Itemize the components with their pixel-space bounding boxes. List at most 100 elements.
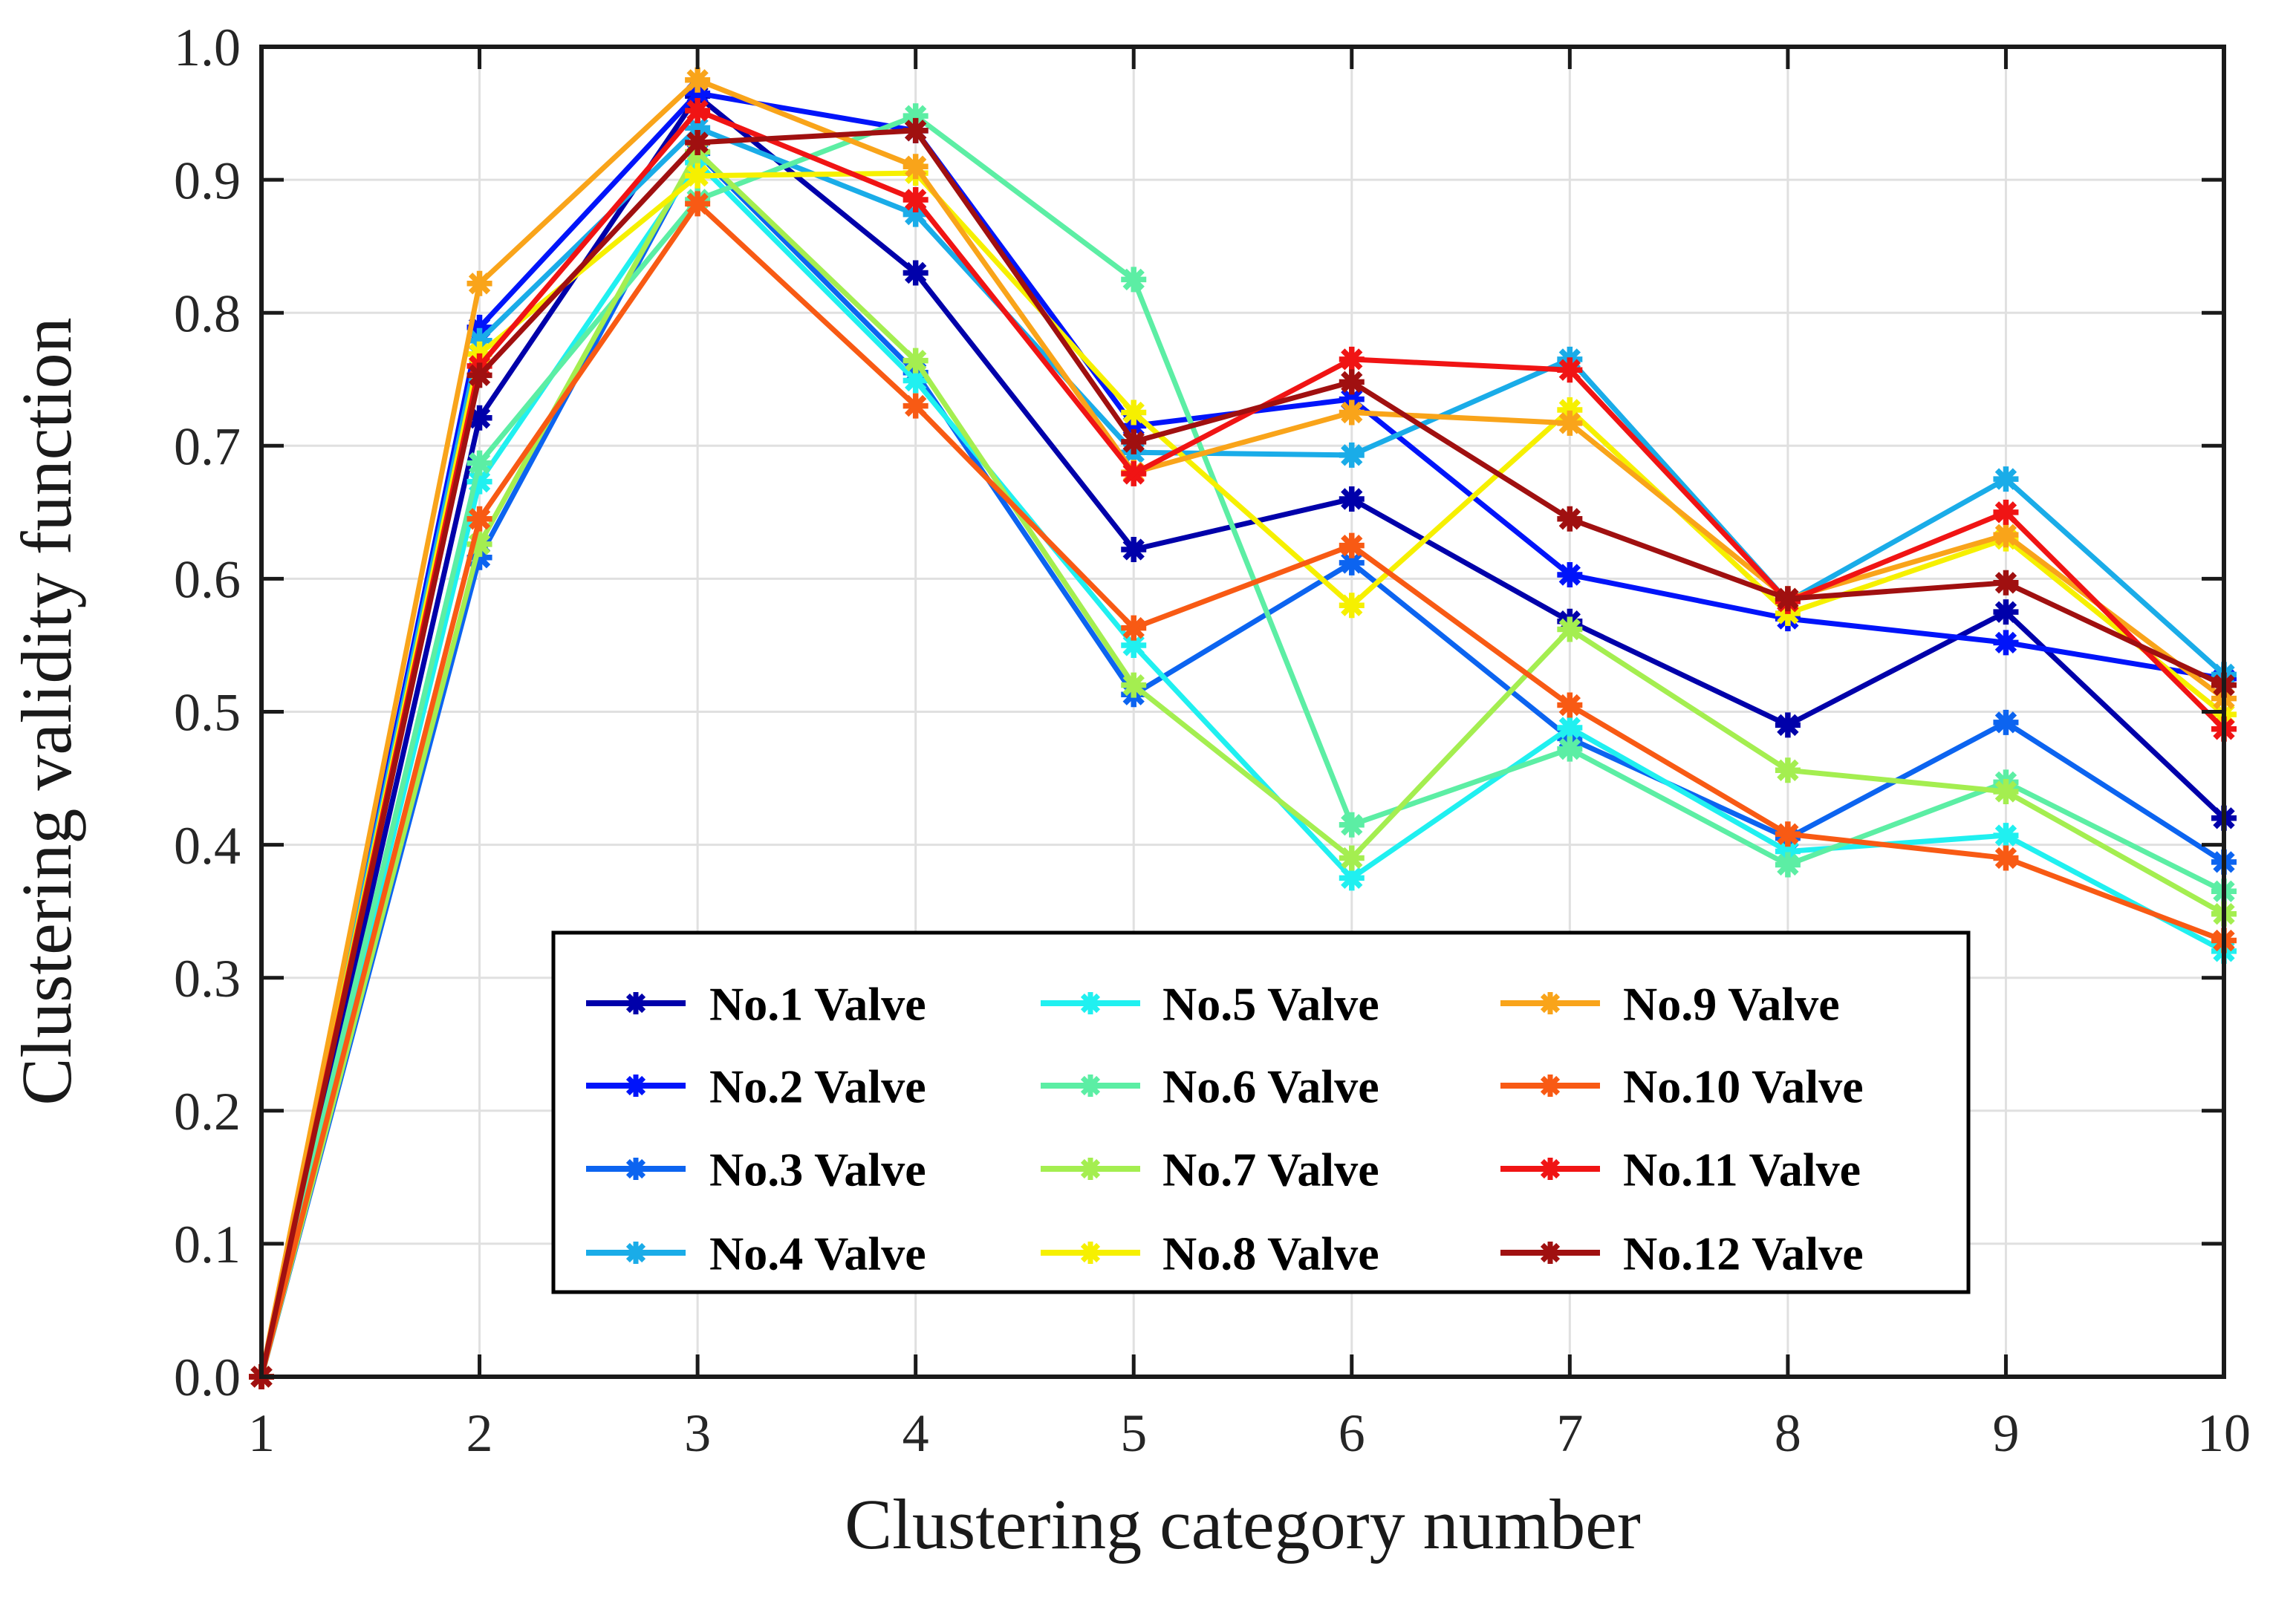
series-no-10-valve-marker-x3: [685, 191, 711, 217]
legend-label-no-10-valve: No.10 Valve: [1623, 1060, 1864, 1112]
series-no-9-valve-marker-x4: [903, 154, 929, 180]
series-no-6-valve-line: [258, 113, 2225, 1377]
tick-label-x-8: 8: [1775, 1403, 1801, 1463]
legend-marker-no-3-valve: [625, 1158, 646, 1180]
legend-item-no-12-valve: No.12 Valve: [1500, 1227, 1864, 1279]
legend-label-no-12-valve: No.12 Valve: [1623, 1227, 1864, 1279]
series-no-7-valve-marker-x6: [1339, 845, 1365, 871]
series-no-6-valve-marker-x7: [1557, 736, 1583, 762]
series-no-1-valve-marker-x6: [1339, 486, 1365, 512]
legend-item-no-10-valve: No.10 Valve: [1500, 1060, 1864, 1112]
series-no-12-valve-line: [258, 128, 2225, 1377]
series-no-12-valve-marker-x6: [1339, 369, 1365, 395]
series-no-12-valve-marker-x8: [1775, 586, 1801, 612]
series-no-7-valve-marker-x7: [1557, 616, 1583, 642]
series-no-12-valve-marker-x3: [685, 129, 711, 155]
legend-label-no-2-valve: No.2 Valve: [709, 1060, 926, 1112]
legend-item-no-8-valve: No.8 Valve: [1041, 1227, 1379, 1279]
tick-label-y-0.9: 0.9: [174, 151, 241, 210]
series-no-9-valve-marker-x6: [1339, 400, 1365, 425]
series-no-10-valve-line: [258, 200, 2225, 1377]
series-no-7-valve-marker-x4: [903, 348, 929, 374]
series-no-6-valve-marker-x5: [1121, 267, 1147, 293]
series-no-12-valve-marker-x4: [903, 117, 929, 143]
legend-item-no-5-valve: No.5 Valve: [1041, 977, 1379, 1030]
legend-item-no-4-valve: No.4 Valve: [586, 1227, 926, 1279]
tick-label-x-9: 9: [1992, 1403, 2019, 1463]
series-no-12-valve-marker-x2: [466, 362, 492, 388]
series-no-10-valve-marker-x2: [466, 506, 492, 532]
series-no-10-valve-marker-x7: [1557, 692, 1583, 718]
series-no-9-valve-marker-x3: [685, 67, 711, 93]
tick-label-x-6: 6: [1339, 1403, 1365, 1463]
series-no-5-valve-line: [258, 160, 2225, 1377]
series-no-8-valve-line: [258, 170, 2226, 1377]
series-no-10-valve-marker-x6: [1339, 532, 1365, 558]
series-no-1-valve-marker-x8: [1775, 712, 1801, 738]
series-layer: [249, 67, 2237, 1389]
series-no-1-valve-marker-x4: [903, 260, 929, 286]
tick-label-x-10: 10: [2197, 1403, 2251, 1463]
tick-label-x-7: 7: [1556, 1403, 1583, 1463]
series-no-11-valve-marker-x7: [1557, 357, 1583, 383]
legend-label-no-7-valve: No.7 Valve: [1162, 1143, 1379, 1196]
series-no-6-valve: [249, 103, 2237, 1389]
legend-item-no-1-valve: No.1 Valve: [586, 977, 926, 1030]
legend-marker-no-7-valve: [1080, 1158, 1101, 1180]
tick-label-y-0.1: 0.1: [174, 1215, 241, 1274]
series-no-2-valve-marker-x7: [1557, 562, 1583, 588]
series-no-11-valve-marker-x6: [1339, 346, 1365, 372]
legend-label-no-11-valve: No.11 Valve: [1623, 1143, 1861, 1196]
series-no-9-valve-marker-x9: [1993, 522, 2019, 548]
series-no-6-valve-marker-x8: [1775, 852, 1801, 878]
tick-label-y-0.6: 0.6: [174, 550, 241, 610]
legend-label-no-9-valve: No.9 Valve: [1623, 977, 1840, 1030]
series-no-8-valve-marker-x3: [685, 163, 711, 189]
legend-marker-no-12-valve: [1540, 1242, 1561, 1264]
series-no-2-valve-marker-x9: [1993, 630, 2019, 656]
series-no-12-valve-marker-x9: [1993, 570, 2019, 596]
tick-label-x-5: 5: [1120, 1403, 1147, 1463]
legend-label-no-8-valve: No.8 Valve: [1162, 1227, 1379, 1279]
series-no-11-valve-marker-x9: [1993, 499, 2019, 525]
legend-marker-no-1-valve: [625, 992, 646, 1014]
legend-item-no-6-valve: No.6 Valve: [1041, 1060, 1379, 1112]
tick-label-y-0.3: 0.3: [174, 949, 241, 1008]
series-no-6-valve-marker-x2: [466, 450, 492, 476]
series-no-5-valve-marker-x9: [1993, 823, 2019, 849]
series-no-11-valve-line: [258, 108, 2226, 1377]
legend-marker-no-4-valve: [625, 1242, 646, 1264]
series-no-7-valve-marker-x5: [1121, 672, 1147, 698]
x-axis-label: Clustering category number: [845, 1484, 1641, 1564]
series-no-11-valve-marker-x5: [1121, 460, 1147, 486]
legend-item-no-2-valve: No.2 Valve: [586, 1060, 926, 1112]
series-no-10-valve-marker-x4: [903, 393, 929, 419]
series-no-8-valve-marker-x5: [1121, 400, 1147, 425]
series-no-1-valve-marker-x9: [1993, 599, 2019, 625]
series-no-7-valve-marker-x9: [1993, 778, 2019, 804]
legend-marker-no-5-valve: [1080, 992, 1101, 1014]
legend-label-no-3-valve: No.3 Valve: [709, 1143, 926, 1196]
series-no-11-valve-marker-x4: [903, 186, 929, 212]
series-no-10-valve-marker-x9: [1993, 845, 2019, 871]
legend-marker-no-2-valve: [625, 1075, 646, 1097]
tick-label-y-0.4: 0.4: [174, 816, 241, 876]
legend-box: [551, 930, 1971, 1294]
tick-label-y-0.7: 0.7: [174, 417, 241, 477]
legend-marker-no-6-valve: [1080, 1075, 1101, 1097]
series-no-11-valve-marker-x3: [685, 97, 711, 123]
tick-label-x-3: 3: [684, 1403, 711, 1463]
legend-label-no-6-valve: No.6 Valve: [1162, 1060, 1379, 1112]
tick-label-y-0.0: 0.0: [174, 1348, 241, 1407]
legend-label-no-4-valve: No.4 Valve: [709, 1227, 926, 1279]
tick-label-y-0.2: 0.2: [174, 1082, 241, 1141]
y-axis-label: Clustering validity function: [7, 317, 86, 1105]
tick-label-y-0.8: 0.8: [174, 284, 241, 343]
legend-item-no-7-valve: No.7 Valve: [1041, 1143, 1379, 1196]
tick-label-x-2: 2: [466, 1403, 493, 1463]
legend-item-no-11-valve: No.11 Valve: [1500, 1143, 1861, 1196]
tick-label-x-1: 1: [248, 1403, 275, 1463]
series-no-1-valve-marker-x5: [1121, 536, 1147, 562]
tick-label-layer: 0.0 0.1 0.2 0.3 0.4 0.5 0.6 0.7 0.8 0.9 1.0 1 2 3 4 5 6 7…: [174, 18, 2251, 1463]
